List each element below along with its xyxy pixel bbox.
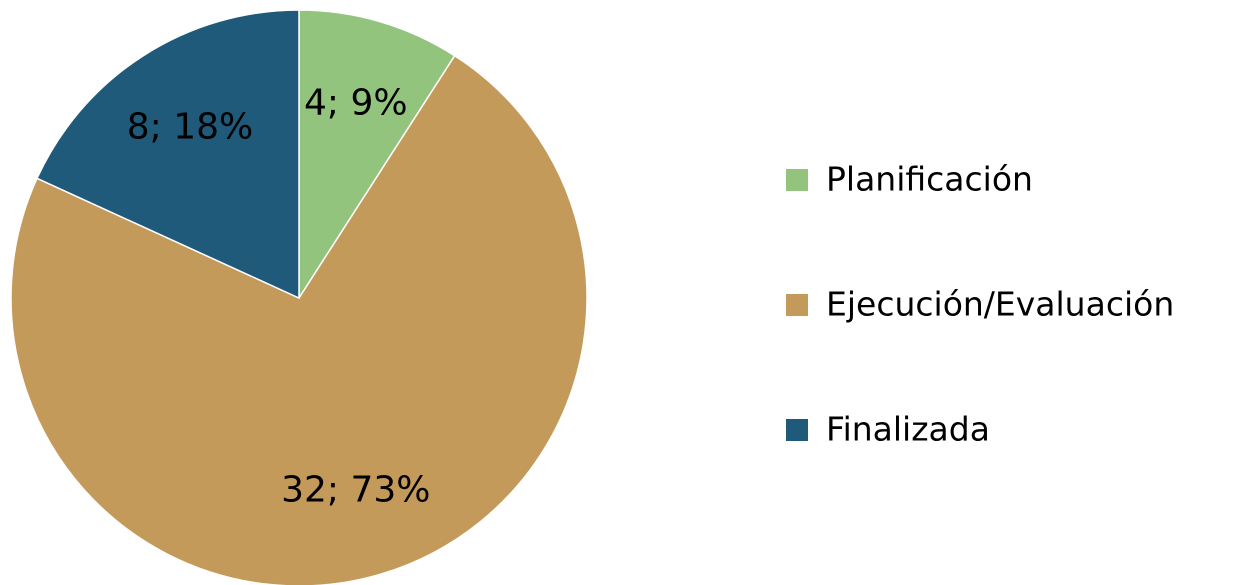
pie-slice bbox=[10, 54, 588, 585]
legend-swatch bbox=[786, 419, 808, 441]
legend-swatch bbox=[786, 294, 808, 316]
legend-label: Planificación bbox=[826, 160, 1033, 199]
data-label: 8; 18% bbox=[127, 106, 254, 147]
pie-slice bbox=[36, 9, 300, 300]
legend-label: Finalizada bbox=[826, 410, 990, 449]
data-label: 4; 9% bbox=[304, 83, 408, 124]
legend-swatch bbox=[786, 169, 808, 191]
pie-slice bbox=[298, 9, 456, 301]
legend-label: Ejecución/Evaluación bbox=[826, 285, 1174, 324]
data-label: 32; 73% bbox=[281, 469, 430, 510]
